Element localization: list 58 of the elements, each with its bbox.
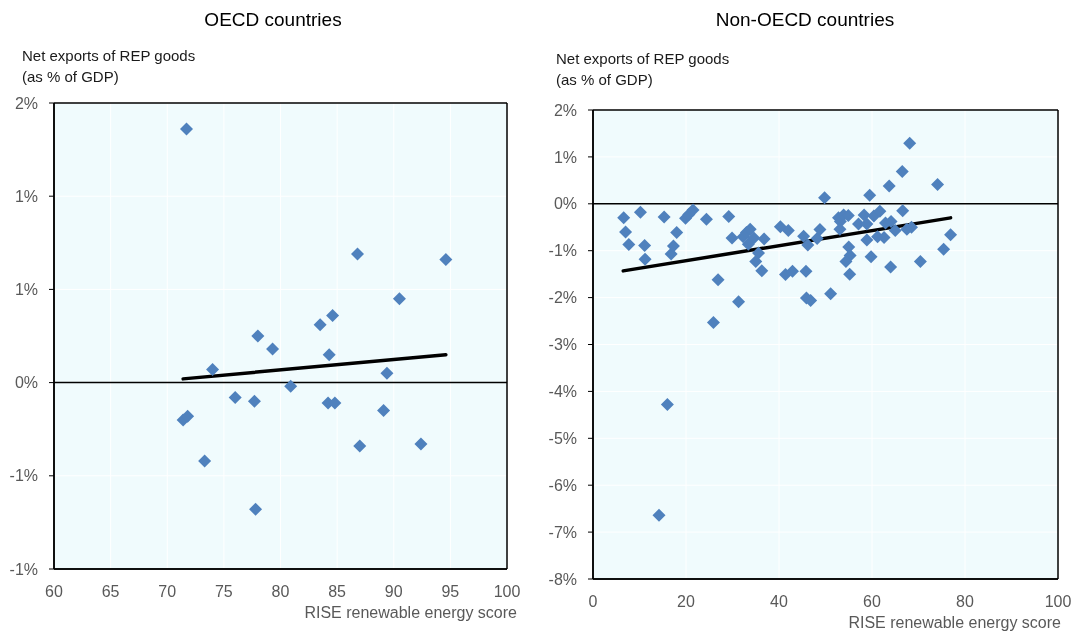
- x-tick-label: 100: [493, 583, 521, 601]
- x-tick-label: 80: [271, 583, 290, 601]
- x-tick-label: 80: [956, 593, 974, 611]
- point: [414, 437, 428, 451]
- x-tick-label: 20: [677, 593, 695, 611]
- y-tick-label: 0%: [553, 195, 577, 213]
- point: [326, 309, 340, 322]
- chart-title: Non-OECD countries: [714, 8, 896, 32]
- x-tick-label: 100: [1044, 593, 1072, 611]
- point: [181, 409, 195, 423]
- point: [198, 454, 212, 468]
- x-axis-title: RISE renewable energy score: [848, 613, 1061, 632]
- point: [247, 394, 261, 408]
- y-tick-label: 1%: [14, 187, 38, 205]
- x-tick-label: 90: [384, 583, 403, 601]
- y-tick-label: 1%: [14, 281, 38, 299]
- y-tick-label: -1%: [9, 560, 38, 578]
- x-tick-label: 85: [328, 583, 347, 601]
- y-tick-label: -3%: [548, 336, 577, 354]
- point: [251, 329, 265, 343]
- point: [249, 502, 263, 516]
- x-tick-label: 65: [101, 583, 120, 601]
- y-tick-label: 2%: [14, 94, 38, 112]
- y-tick-label: 1%: [553, 148, 577, 166]
- x-tick-label: 40: [770, 593, 788, 611]
- y-tick-label: -2%: [548, 289, 577, 307]
- y-tick-label: 2%: [553, 101, 577, 119]
- point: [351, 247, 365, 261]
- y-tick-label: -6%: [548, 476, 577, 494]
- point: [180, 122, 193, 136]
- x-tick-label: 75: [214, 583, 233, 601]
- point: [377, 404, 391, 418]
- y-tick-label: -4%: [548, 383, 577, 401]
- point: [284, 379, 298, 393]
- x-axis-title: RISE renewable energy score: [304, 603, 517, 623]
- point: [380, 366, 394, 380]
- y-tick-label: -1%: [548, 242, 577, 260]
- y-axis-title: Net exports of REP goods (as % of GDP): [22, 46, 196, 87]
- point: [322, 348, 336, 362]
- point: [228, 391, 242, 405]
- point: [392, 292, 406, 306]
- point: [353, 439, 367, 453]
- y-tick-label: -5%: [548, 429, 577, 447]
- point: [313, 318, 327, 332]
- y-tick-label: 0%: [14, 374, 38, 392]
- point: [439, 253, 453, 267]
- x-tick-label: 0: [588, 593, 598, 611]
- point: [206, 363, 220, 377]
- y-tick-label: -7%: [548, 523, 577, 541]
- x-tick-label: 70: [158, 583, 177, 601]
- chart-title: OECD countries: [203, 8, 343, 32]
- point: [266, 342, 280, 356]
- y-tick-label: -1%: [9, 467, 38, 485]
- x-tick-label: 95: [441, 583, 460, 601]
- x-tick-label: 60: [45, 583, 63, 601]
- y-tick-label: -8%: [548, 570, 577, 588]
- x-tick-label: 60: [863, 593, 881, 611]
- y-axis-title: Net exports of REP goods (as % of GDP): [556, 49, 730, 90]
